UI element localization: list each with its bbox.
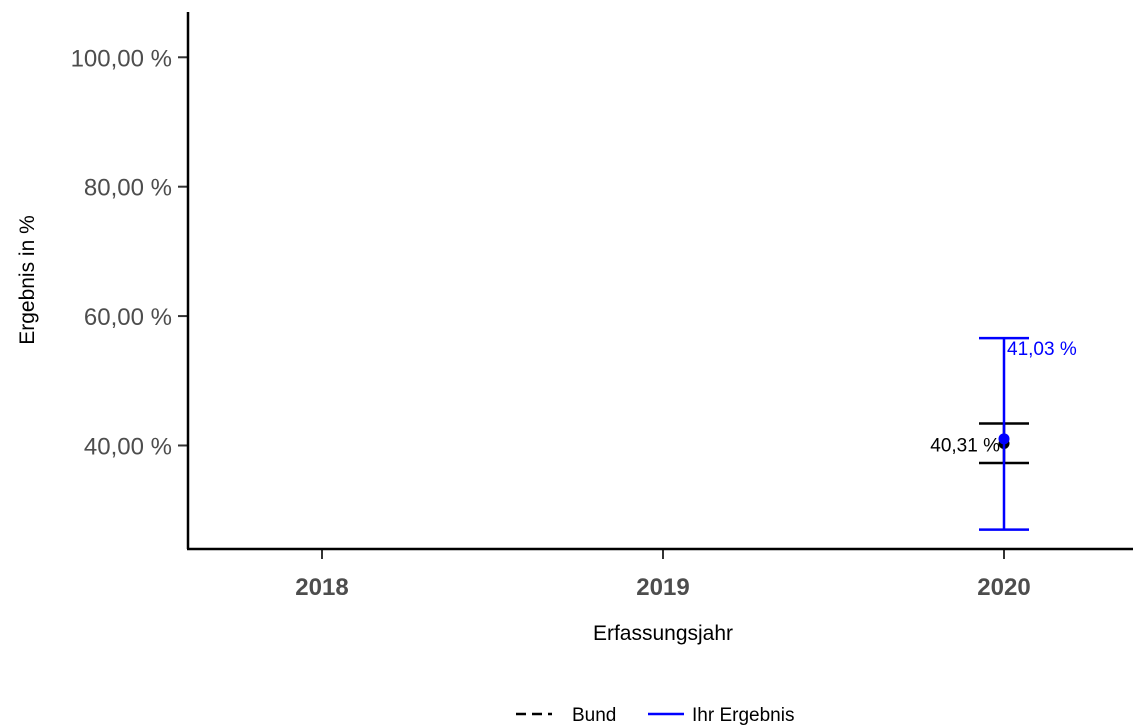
x-tick-label: 2019 (636, 574, 689, 601)
x-tick-label: 2018 (295, 574, 348, 601)
data-label-ihr-ergebnis: 41,03 % (1007, 339, 1077, 360)
chart-marks: 40,31 % 41,03 % (930, 336, 1077, 531)
y-axis-title: Ergebnis in % (16, 215, 39, 345)
y-tick-label: 100,00 % (71, 45, 172, 72)
y-tick-label: 40,00 % (84, 433, 172, 460)
y-axis-ticks: 40,00 % 60,00 % 80,00 % 100,00 % (71, 45, 188, 460)
data-label-bund: 40,31 % (930, 435, 1000, 456)
y-tick-label: 60,00 % (84, 304, 172, 331)
legend-label-ihr-ergebnis: Ihr Ergebnis (692, 705, 794, 726)
y-tick-label: 80,00 % (84, 175, 172, 202)
x-tick-label: 2020 (977, 574, 1030, 601)
x-axis-title: Erfassungsjahr (593, 622, 733, 645)
data-point-ihr-ergebnis (998, 433, 1010, 445)
legend-label-bund: Bund (572, 705, 616, 726)
x-axis-ticks: 2018 2019 2020 (295, 549, 1031, 601)
legend: Bund Ihr Ergebnis (516, 705, 794, 726)
